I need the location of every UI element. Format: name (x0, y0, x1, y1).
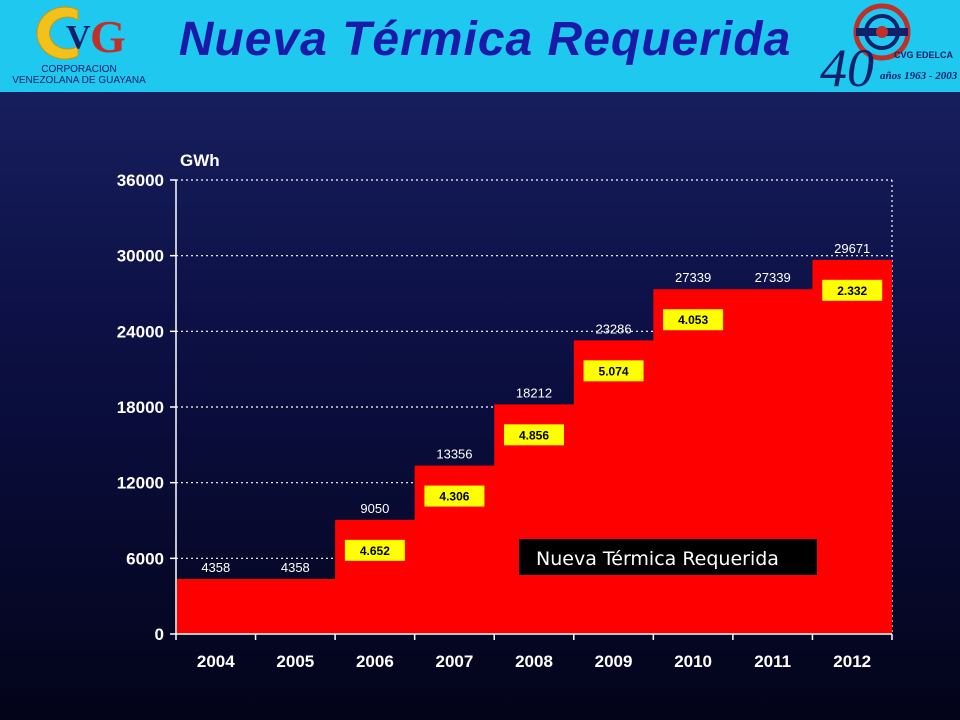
data-label-2005: 4358 (281, 560, 310, 575)
logo-org-line2: VENEZOLANA DE GUAYANA (12, 75, 146, 86)
data-label-2009: 23286 (595, 321, 631, 336)
anniversary-number: 40 (820, 38, 874, 90)
x-tick-label-2012: 2012 (833, 652, 871, 671)
y-tick-label-30000: 30000 (117, 247, 164, 266)
y-tick-label-36000: 36000 (117, 171, 164, 190)
axes: 0 6000 12000 18000 24000 30000 36000 2004 2005 20… (117, 171, 893, 671)
logo-org-line1: CORPORACION (41, 64, 117, 75)
increment-label-2009: 5.074 (599, 364, 629, 378)
increment-box-2010 (663, 309, 724, 331)
edelca-brand-text: CVG EDELCA (894, 50, 954, 60)
increment-label-2006: 4.652 (360, 544, 390, 558)
cvg-logo: V G CORPORACION VENEZOLANA DE GUAYANA (8, 2, 150, 90)
increment-box-2007 (424, 485, 485, 507)
increment-label-2012: 2.332 (837, 284, 867, 298)
step-area (176, 259, 892, 634)
header-bar: V G CORPORACION VENEZOLANA DE GUAYANA Nu… (0, 0, 960, 98)
data-label-2008: 18212 (516, 385, 552, 400)
legend-label: Nueva Térmica Requerida (536, 548, 779, 570)
increment-box-2008 (504, 424, 564, 446)
x-tick-label-2007: 2007 (436, 652, 474, 671)
increment-label-2008: 4.856 (519, 428, 549, 442)
anniversary-years-text: años 1963 - 2003 (880, 70, 958, 82)
y-tick-label-24000: 24000 (117, 322, 164, 341)
y-axis-unit: GWh (180, 151, 220, 170)
increment-label-2010: 4.053 (678, 313, 708, 327)
data-label-2011: 27339 (755, 270, 791, 285)
y-tick-label-0: 0 (155, 625, 164, 644)
logo-c-shape (36, 6, 79, 60)
area-series (176, 259, 892, 634)
x-tick-label-2009: 2009 (595, 652, 633, 671)
x-tick-label-2010: 2010 (674, 652, 712, 671)
y-tick-label-18000: 18000 (117, 398, 164, 417)
page-title: Nueva Térmica Requerida (178, 13, 792, 66)
x-tick-label-2011: 2011 (754, 652, 791, 671)
x-tick-label-2006: 2006 (356, 652, 394, 671)
data-label-2010: 27339 (675, 270, 711, 285)
edelca-emblem-core (876, 26, 888, 38)
x-tick-label-2005: 2005 (276, 652, 314, 671)
increment-box-2006 (344, 539, 405, 561)
increment-box-2009 (583, 360, 644, 382)
x-tick-label-2004: 2004 (197, 652, 235, 671)
x-tick-label-2008: 2008 (515, 652, 553, 671)
y-tick-label-6000: 6000 (126, 549, 164, 568)
logo-v-shape: V (66, 19, 91, 56)
data-label-2004: 4358 (201, 560, 230, 575)
data-label-2012: 29671 (834, 241, 870, 256)
data-labels: 4358 4358 9050 13356 18212 23286 27339 27339 296… (201, 241, 883, 575)
data-label-2007: 13356 (436, 447, 472, 462)
data-label-2006: 9050 (360, 501, 389, 516)
logo-g-shape: G (90, 11, 126, 62)
edelca-anniversary-logo: 40 CVG EDELCA años 1963 - 2003 (818, 2, 958, 98)
legend: Nueva Térmica Requerida (519, 539, 817, 575)
increment-box-2012 (822, 279, 883, 301)
increment-label-2007: 4.306 (439, 490, 469, 504)
y-tick-label-12000: 12000 (117, 474, 164, 493)
legend-box (519, 539, 817, 575)
